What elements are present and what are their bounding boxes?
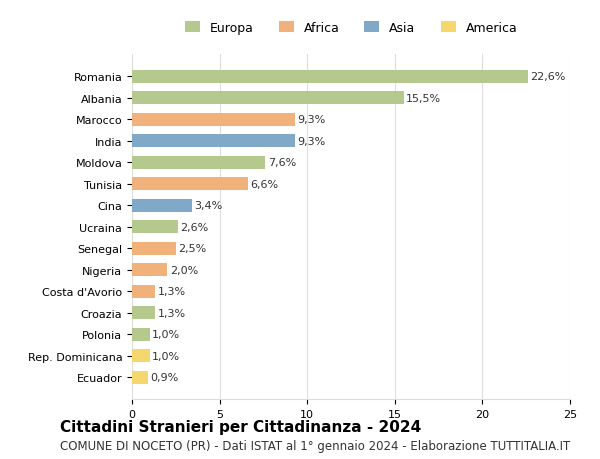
- Bar: [132, 71, 528, 84]
- Legend: Europa, Africa, Asia, America: Europa, Africa, Asia, America: [179, 17, 523, 39]
- Bar: [132, 178, 248, 191]
- Text: 1,3%: 1,3%: [157, 308, 185, 318]
- Text: 6,6%: 6,6%: [250, 179, 278, 189]
- Text: 7,6%: 7,6%: [268, 158, 296, 168]
- Text: 1,3%: 1,3%: [157, 286, 185, 297]
- Bar: [132, 263, 167, 276]
- Bar: [132, 135, 295, 148]
- Text: COMUNE DI NOCETO (PR) - Dati ISTAT al 1° gennaio 2024 - Elaborazione TUTTITALIA.: COMUNE DI NOCETO (PR) - Dati ISTAT al 1°…: [60, 439, 570, 452]
- Text: 2,5%: 2,5%: [178, 244, 206, 254]
- Text: 2,0%: 2,0%: [170, 265, 198, 275]
- Text: 2,6%: 2,6%: [180, 222, 208, 232]
- Bar: [132, 221, 178, 234]
- Text: 9,3%: 9,3%: [298, 136, 326, 146]
- Bar: [132, 113, 295, 127]
- Bar: [132, 328, 149, 341]
- Text: 3,4%: 3,4%: [194, 201, 223, 211]
- Text: 1,0%: 1,0%: [152, 330, 180, 339]
- Bar: [132, 371, 148, 384]
- Bar: [132, 242, 176, 255]
- Text: Cittadini Stranieri per Cittadinanza - 2024: Cittadini Stranieri per Cittadinanza - 2…: [60, 419, 421, 434]
- Bar: [132, 349, 149, 362]
- Text: 1,0%: 1,0%: [152, 351, 180, 361]
- Bar: [132, 199, 191, 212]
- Bar: [132, 285, 155, 298]
- Bar: [132, 307, 155, 319]
- Bar: [132, 92, 404, 105]
- Text: 15,5%: 15,5%: [406, 94, 442, 104]
- Text: 0,9%: 0,9%: [151, 372, 179, 382]
- Text: 9,3%: 9,3%: [298, 115, 326, 125]
- Text: 22,6%: 22,6%: [530, 72, 566, 82]
- Bar: [132, 157, 265, 169]
